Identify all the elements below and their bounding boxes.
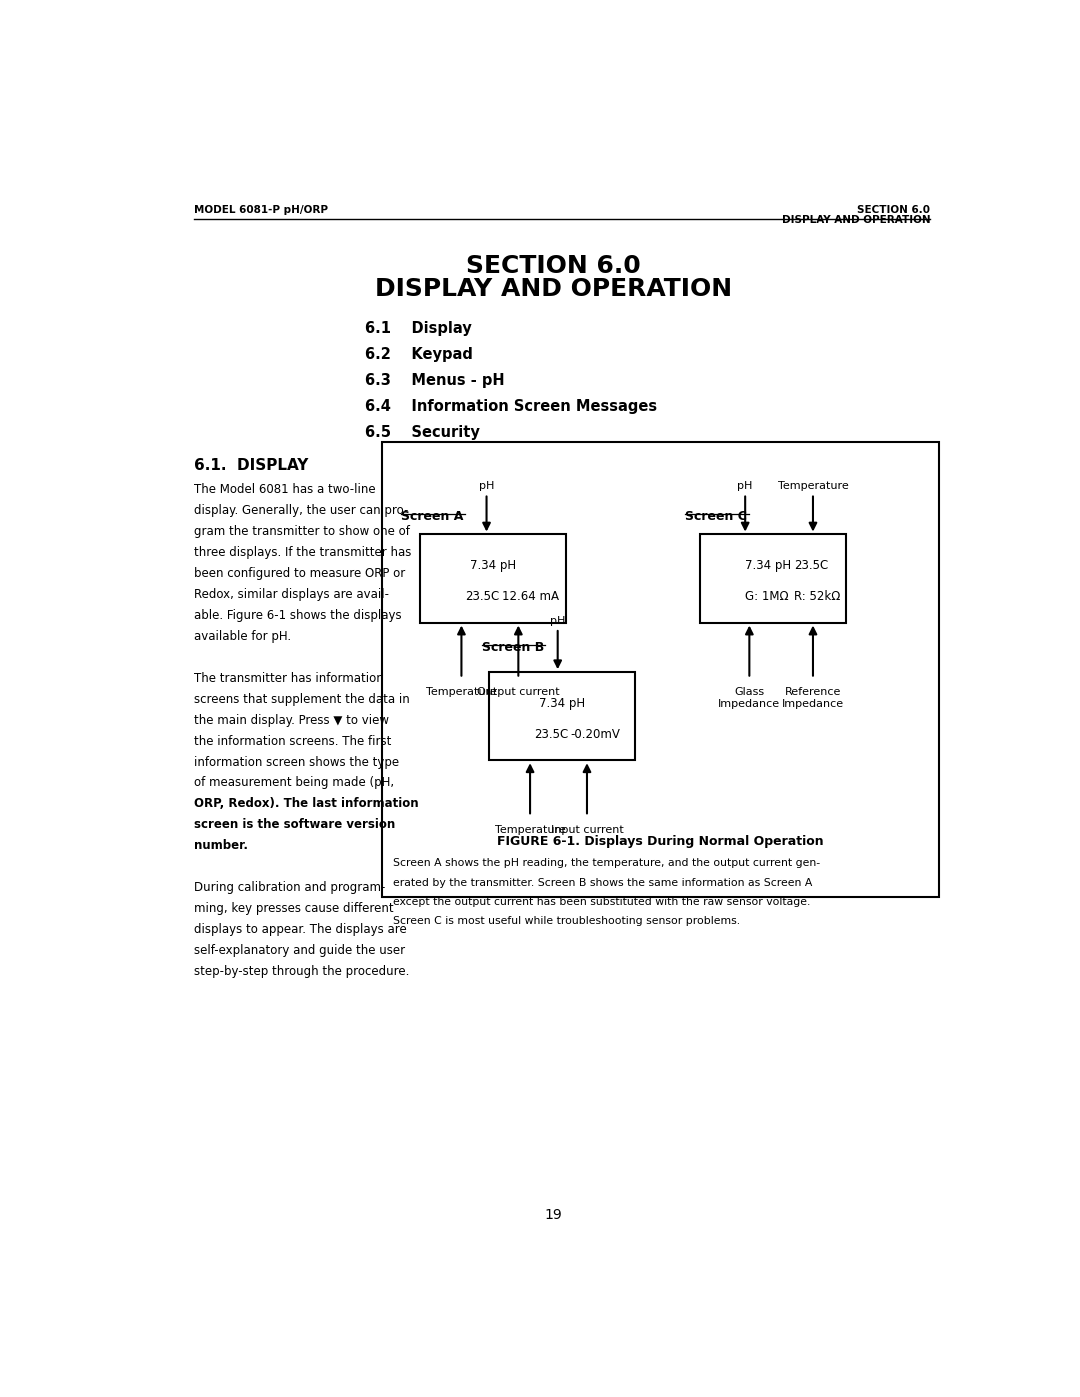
- Text: display. Generally, the user can pro-: display. Generally, the user can pro-: [193, 504, 408, 517]
- Text: information screen shows the type: information screen shows the type: [193, 756, 399, 768]
- Text: ORP, Redox). The last information: ORP, Redox). The last information: [193, 798, 418, 810]
- Text: the main display. Press ▼ to view: the main display. Press ▼ to view: [193, 714, 389, 726]
- Text: -0.20mV: -0.20mV: [570, 728, 620, 740]
- Text: been configured to measure ORP or: been configured to measure ORP or: [193, 567, 405, 580]
- Text: the information screens. The first: the information screens. The first: [193, 735, 391, 747]
- Text: 19: 19: [544, 1208, 563, 1222]
- Text: Screen C: Screen C: [685, 510, 746, 522]
- Text: Output current: Output current: [477, 687, 559, 697]
- Text: available for pH.: available for pH.: [193, 630, 291, 643]
- Text: gram the transmitter to show one of: gram the transmitter to show one of: [193, 525, 409, 538]
- Text: pH: pH: [550, 616, 565, 626]
- Text: screen is the software version: screen is the software version: [193, 819, 395, 831]
- Text: pH: pH: [478, 482, 495, 492]
- Text: 6.1.  DISPLAY: 6.1. DISPLAY: [193, 458, 308, 474]
- Text: able. Figure 6-1 shows the displays: able. Figure 6-1 shows the displays: [193, 609, 401, 622]
- Text: three displays. If the transmitter has: three displays. If the transmitter has: [193, 546, 411, 559]
- Text: Temperature: Temperature: [495, 824, 566, 835]
- Text: R: 52kΩ: R: 52kΩ: [794, 591, 840, 604]
- Text: 6.4    Information Screen Messages: 6.4 Information Screen Messages: [365, 400, 658, 414]
- Text: Screen A: Screen A: [401, 510, 463, 522]
- Text: 6.1    Display: 6.1 Display: [365, 321, 472, 337]
- Text: Screen A shows the pH reading, the temperature, and the output current gen-: Screen A shows the pH reading, the tempe…: [393, 858, 820, 868]
- Text: 7.34 pH: 7.34 pH: [745, 559, 792, 573]
- Text: 7.34 pH: 7.34 pH: [539, 697, 585, 710]
- Text: Reference
Impedance: Reference Impedance: [782, 687, 845, 708]
- Text: Redox, similar displays are avail-: Redox, similar displays are avail-: [193, 588, 389, 601]
- Text: G: 1MΩ: G: 1MΩ: [745, 591, 788, 604]
- Bar: [488, 672, 635, 760]
- Text: The transmitter has information: The transmitter has information: [193, 672, 383, 685]
- Bar: [700, 535, 846, 623]
- Text: During calibration and program-: During calibration and program-: [193, 882, 384, 894]
- Text: pH: pH: [738, 482, 753, 492]
- Bar: [420, 535, 567, 623]
- Text: Input current: Input current: [551, 824, 623, 835]
- Text: erated by the transmitter. Screen B shows the same information as Screen A: erated by the transmitter. Screen B show…: [393, 877, 812, 887]
- Text: 7.34 pH: 7.34 pH: [470, 559, 516, 573]
- Text: number.: number.: [193, 840, 247, 852]
- Text: except the output current has been substituted with the raw sensor voltage.: except the output current has been subst…: [393, 897, 810, 907]
- Text: displays to appear. The displays are: displays to appear. The displays are: [193, 923, 406, 936]
- Text: 12.64 mA: 12.64 mA: [501, 591, 558, 604]
- Text: FIGURE 6-1. Displays During Normal Operation: FIGURE 6-1. Displays During Normal Opera…: [497, 834, 824, 848]
- Text: 6.5    Security: 6.5 Security: [365, 425, 480, 440]
- Text: 23.5C: 23.5C: [535, 728, 568, 740]
- Text: 6.2    Keypad: 6.2 Keypad: [365, 348, 473, 362]
- Text: Screen C is most useful while troubleshooting sensor problems.: Screen C is most useful while troublesho…: [393, 916, 740, 926]
- Text: DISPLAY AND OPERATION: DISPLAY AND OPERATION: [782, 215, 930, 225]
- Text: SECTION 6.0: SECTION 6.0: [858, 205, 930, 215]
- Text: Glass
Impedance: Glass Impedance: [718, 687, 781, 708]
- Text: of measurement being made (pH,: of measurement being made (pH,: [193, 777, 394, 789]
- Text: MODEL 6081-P pH/ORP: MODEL 6081-P pH/ORP: [193, 205, 327, 215]
- Text: step-by-step through the procedure.: step-by-step through the procedure.: [193, 965, 409, 978]
- Text: 6.3    Menus - pH: 6.3 Menus - pH: [365, 373, 504, 388]
- Text: ming, key presses cause different: ming, key presses cause different: [193, 902, 393, 915]
- Text: SECTION 6.0: SECTION 6.0: [467, 254, 640, 278]
- Text: screens that supplement the data in: screens that supplement the data in: [193, 693, 409, 705]
- Text: 23.5C: 23.5C: [465, 591, 500, 604]
- Text: 23.5C: 23.5C: [794, 559, 828, 573]
- Text: The Model 6081 has a two-line: The Model 6081 has a two-line: [193, 483, 375, 496]
- Text: Temperature: Temperature: [778, 482, 849, 492]
- Text: Screen B: Screen B: [482, 641, 543, 654]
- Text: self-explanatory and guide the user: self-explanatory and guide the user: [193, 944, 405, 957]
- Text: Temperature: Temperature: [426, 687, 497, 697]
- Text: DISPLAY AND OPERATION: DISPLAY AND OPERATION: [375, 278, 732, 302]
- Bar: [382, 441, 939, 897]
